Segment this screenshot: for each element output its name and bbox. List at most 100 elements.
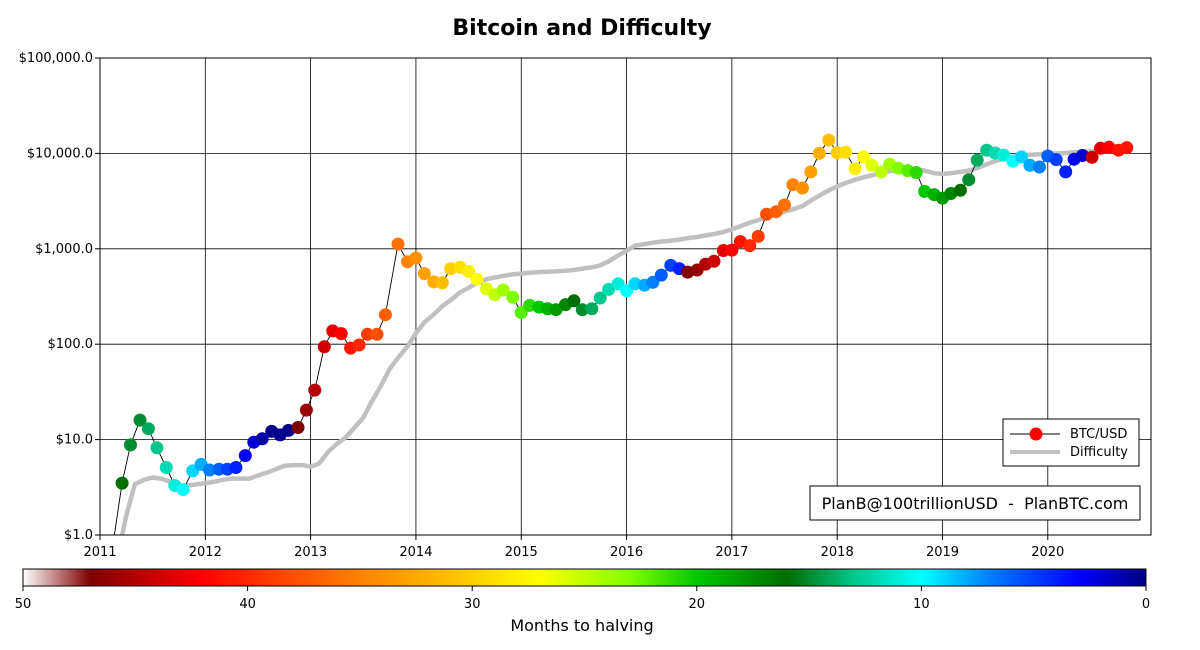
colorbar-ticks: 50 40 30 20 10 0 <box>15 586 1150 612</box>
btc-usd-point <box>409 251 423 265</box>
btc-usd-point <box>391 237 405 251</box>
btc-usd-point <box>378 308 392 322</box>
x-tick-label: 2012 <box>189 545 222 560</box>
credit-annotation: PlanB@100trillionUSD - PlanBTC.com <box>809 485 1141 521</box>
legend-btc-label: BTC/USD <box>1070 427 1127 442</box>
btc-usd-point <box>141 422 155 436</box>
btc-usd-point <box>593 291 607 305</box>
btc-usd-point <box>822 133 836 147</box>
colorbar <box>22 568 1147 587</box>
x-tick-label: 2018 <box>821 545 854 560</box>
btc-usd-point <box>159 461 173 474</box>
btc-usd-point <box>370 327 384 341</box>
btc-usd-point <box>470 272 484 286</box>
legend: BTC/USD Difficulty <box>1002 418 1140 467</box>
btc-usd-point <box>778 198 791 212</box>
btc-usd-point <box>795 181 809 195</box>
btc-usd-point <box>567 294 581 308</box>
btc-usd-point <box>334 327 348 341</box>
btc-usd-point <box>203 463 216 477</box>
btc-usd-point <box>707 254 721 268</box>
y-tick-label: $1,000.0 <box>35 242 93 257</box>
x-tick-label: 2020 <box>1031 545 1064 560</box>
btc-usd-point <box>308 383 322 397</box>
btc-usd-point <box>725 243 739 257</box>
difficulty-line <box>119 146 1128 535</box>
btc-usd-point <box>865 158 879 172</box>
btc-usd-point <box>751 229 765 243</box>
y-tick-label: $100,000.0 <box>19 51 93 66</box>
legend-btc-marker <box>1029 427 1043 441</box>
btc-usd-point <box>1049 153 1063 167</box>
x-tick-label: 2015 <box>505 545 538 560</box>
btc-usd-point <box>585 302 599 316</box>
x-tick-label: 2011 <box>83 545 116 560</box>
btc-usd-point <box>150 441 164 455</box>
btc-usd-point <box>352 338 366 352</box>
chart-title: Bitcoin and Difficulty <box>452 16 711 41</box>
y-tick-label: $10,000.0 <box>27 146 93 161</box>
btc-usd-point <box>1032 160 1046 174</box>
btc-usd-point <box>417 267 431 281</box>
x-tick-label: 2017 <box>715 545 748 560</box>
btc-usd-point <box>1120 141 1134 155</box>
btc-usd-point <box>848 162 862 176</box>
btc-usd-point <box>255 432 269 446</box>
btc-usd-point <box>115 476 129 490</box>
btc-usd-point <box>953 183 967 197</box>
btc-usd-point <box>124 438 137 452</box>
x-axis: 2011 2012 2013 2014 2015 2016 2017 2018 2019 2020 <box>83 535 1064 560</box>
btc-usd-point <box>291 421 305 434</box>
credit-box <box>809 485 1141 521</box>
btc-usd-point <box>462 264 476 278</box>
btc-usd-point <box>997 148 1011 162</box>
btc-usd-point <box>299 403 313 417</box>
x-tick-label: 2014 <box>399 545 432 560</box>
btc-usd-point <box>1059 165 1073 179</box>
colorbar-tick-label: 10 <box>913 597 930 612</box>
btc-usd-point <box>654 268 668 282</box>
legend-difficulty-label: Difficulty <box>1070 445 1128 460</box>
btc-usd-point <box>962 173 976 187</box>
btc-usd-point <box>1085 150 1099 164</box>
btc-usd-point <box>575 303 589 317</box>
btc-usd-point <box>435 276 449 290</box>
btc-usd-point <box>238 449 252 463</box>
colorbar-tick-label: 50 <box>15 597 32 612</box>
btc-usd-point <box>133 413 147 427</box>
btc-usd-point <box>444 262 458 276</box>
btc-usd-point <box>857 150 870 164</box>
credit-text: PlanB@100trillionUSD - PlanBTC.com <box>822 494 1129 513</box>
btc-usd-point <box>361 327 374 341</box>
btc-usd-point <box>1015 150 1028 164</box>
btc-usd-point <box>874 165 888 179</box>
btc-usd-point <box>549 303 563 317</box>
difficulty-series <box>119 146 1128 535</box>
y-tick-label: $100.0 <box>48 337 94 352</box>
btc-usd-point <box>839 145 853 159</box>
btc-usd-point <box>496 283 510 297</box>
y-tick-label: $10.0 <box>56 433 93 448</box>
btc-usd-point <box>229 461 243 474</box>
y-axis: $1.0 $10.0 $100.0 $1,000.0 $10,000.0 $100,000… <box>19 51 100 543</box>
btc-usd-point <box>602 282 616 296</box>
colorbar-label: Months to halving <box>510 616 653 635</box>
x-tick-label: 2013 <box>294 545 327 560</box>
x-tick-label: 2016 <box>610 545 643 560</box>
btc-usd-point <box>628 277 642 291</box>
btc-usd-point <box>514 306 528 319</box>
colorbar-tick-label: 20 <box>689 597 706 612</box>
colorbar-tick-label: 0 <box>1142 597 1150 612</box>
btc-usd-point <box>317 340 331 354</box>
x-tick-label: 2019 <box>926 545 959 560</box>
btc-usd-point <box>743 239 757 253</box>
btc-usd-point <box>176 483 190 496</box>
btc-usd-series <box>113 133 1134 535</box>
btc-usd-point <box>506 290 520 304</box>
btc-usd-point <box>909 166 923 179</box>
btc-usd-point <box>812 146 826 160</box>
btc-usd-point <box>804 165 818 179</box>
colorbar-tick-label: 30 <box>464 597 481 612</box>
